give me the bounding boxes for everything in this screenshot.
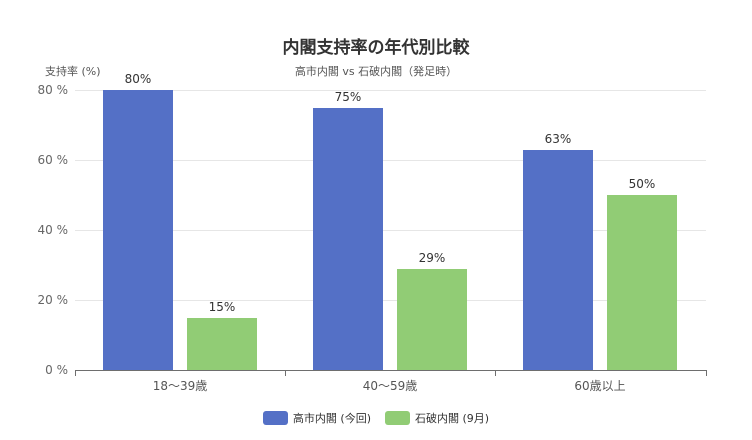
bar-value-label: 50%: [628, 177, 656, 191]
legend-swatch-blue: [262, 411, 288, 425]
y-axis-label: 支持率 (%): [45, 65, 101, 78]
gridline: [75, 160, 706, 161]
bar-takaichi-2[interactable]: [523, 149, 593, 370]
legend-item-takaichi[interactable]: 高市内閣 (今回): [262, 410, 371, 426]
bar-value-label: 63%: [544, 131, 572, 146]
bar-value-label: 29%: [418, 250, 446, 265]
x-axis-tick: [285, 370, 286, 376]
bar-takaichi-0[interactable]: [103, 90, 173, 370]
y-tick-60: 60 %: [37, 153, 69, 167]
bar-value-label: 80%: [124, 72, 152, 86]
x-axis-line: [75, 370, 707, 371]
legend-label: 高市内閣 (今回): [292, 412, 371, 425]
chart-title: 内閣支持率の年代別比較: [282, 38, 470, 58]
gridline: [75, 300, 706, 301]
gridline: [75, 90, 706, 91]
bar-takaichi-1[interactable]: [313, 107, 383, 370]
y-tick-0: 0 %: [45, 363, 68, 377]
bar-ishiba-2[interactable]: [607, 195, 677, 370]
x-label-18-39: 18〜39歳: [152, 379, 208, 393]
bar-ishiba-0[interactable]: [187, 317, 257, 370]
y-tick-20: 20 %: [37, 293, 69, 307]
y-tick-80: 80 %: [37, 83, 69, 97]
bar-ishiba-1[interactable]: [397, 268, 467, 370]
chart-subtitle: 高市内閣 vs 石破内閣（発足時）: [294, 65, 458, 78]
legend-item-ishiba[interactable]: 石破内閣 (9月): [385, 410, 489, 426]
x-axis-tick: [75, 370, 76, 376]
legend: 高市内閣 (今回) 石破内閣 (9月): [0, 410, 752, 426]
bar-value-label: 75%: [334, 89, 362, 104]
legend-swatch-green: [385, 411, 410, 425]
x-label-40-59: 40〜59歳: [362, 379, 418, 393]
legend-label: 石破内閣 (9月): [415, 412, 490, 425]
plot-area: 80% 75% 63% 15% 29% 50%: [75, 72, 707, 376]
bar-value-label: 15%: [208, 299, 236, 314]
gridline: [75, 230, 706, 231]
x-axis-tick: [706, 370, 707, 376]
x-axis-tick: [495, 370, 496, 376]
y-tick-40: 40 %: [37, 223, 69, 237]
x-label-60-plus: 60歳以上: [574, 379, 626, 393]
